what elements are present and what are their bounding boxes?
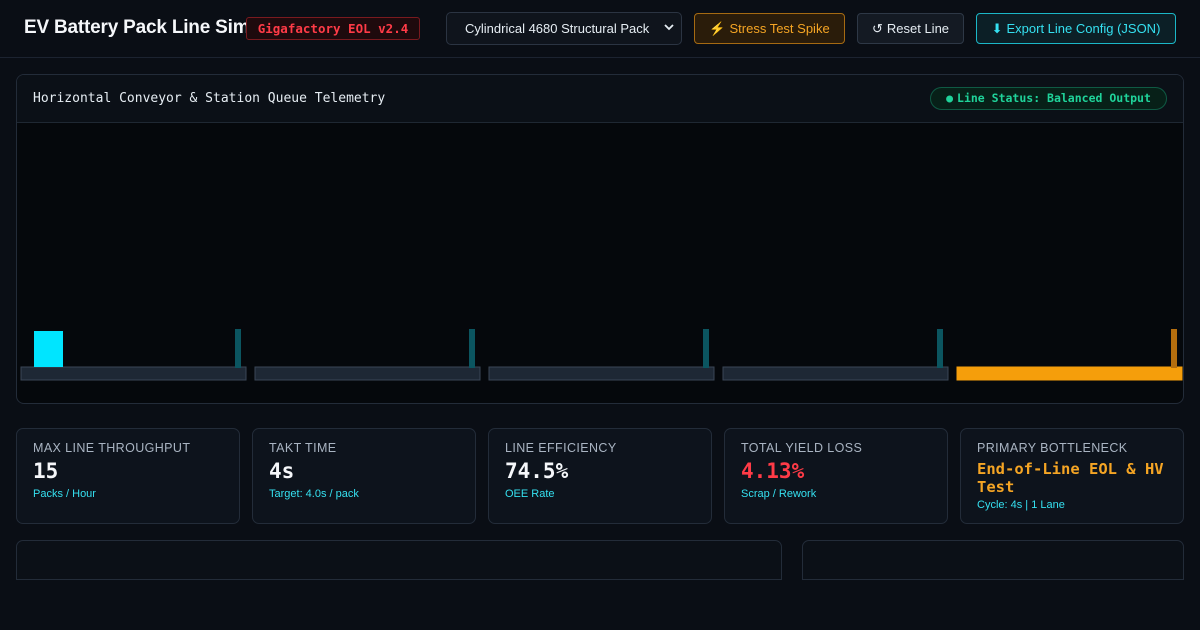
battery-pack-1 — [34, 331, 63, 367]
reset-line-button[interactable]: ↺ Reset Line — [857, 13, 964, 44]
station-gate-4 — [937, 329, 943, 368]
telemetry-title: Horizontal Conveyor & Station Queue Tele… — [33, 91, 386, 106]
conveyor-segment-4 — [722, 366, 949, 381]
conveyor-segment-3 — [488, 366, 715, 381]
export-config-button[interactable]: ⬇ Export Line Config (JSON) — [976, 13, 1176, 44]
kpi-card-bottleneck: Primary Bottleneck End-of-Line EOL & HV … — [960, 428, 1184, 524]
conveyor-segment-2 — [254, 366, 481, 381]
stress-test-label: Stress Test Spike — [729, 21, 830, 36]
kpi-label: Takt Time — [269, 441, 337, 455]
export-config-label: Export Line Config (JSON) — [1006, 21, 1161, 36]
lower-right-panel — [802, 540, 1184, 580]
kpi-value: 4.13% — [741, 459, 805, 483]
pack-type-selected-value: Cylindrical 4680 Structural Pack — [465, 21, 650, 36]
reset-line-label: Reset Line — [886, 21, 950, 36]
kpi-card-yield-loss: Total Yield Loss 4.13% Scrap / Rework — [724, 428, 948, 524]
kpi-sub: OEE Rate — [505, 488, 555, 500]
line-status-label: Line Status: Balanced Output — [957, 91, 1151, 105]
kpi-label: Total Yield Loss — [741, 441, 863, 455]
station-gate-3 — [703, 329, 709, 368]
status-dot-icon: ● — [946, 91, 954, 105]
reset-icon: ↺ — [871, 21, 883, 36]
version-badge: Gigafactory EOL v2.4 — [246, 17, 420, 40]
station-gate-5 — [1171, 329, 1177, 368]
kpi-card-efficiency: Line Efficiency 74.5% OEE Rate — [488, 428, 712, 524]
kpi-value: 15 — [33, 459, 59, 483]
kpi-sub: Packs / Hour — [33, 488, 96, 500]
telemetry-panel: Horizontal Conveyor & Station Queue Tele… — [16, 74, 1184, 404]
kpi-label: Max Line Throughput — [33, 441, 191, 455]
kpi-sub: Cycle: 4s | 1 Lane — [977, 499, 1065, 511]
lightning-icon: ⚡ — [709, 21, 726, 36]
kpi-sub: Target: 4.0s / pack — [269, 488, 359, 500]
kpi-card-takt-time: Takt Time 4s Target: 4.0s / pack — [252, 428, 476, 524]
chevron-down-icon — [664, 24, 674, 31]
kpi-label: Primary Bottleneck — [977, 441, 1128, 455]
kpi-value: 4s — [269, 459, 295, 483]
kpi-card-throughput: Max Line Throughput 15 Packs / Hour — [16, 428, 240, 524]
app-title: EV Battery Pack Line Sim — [24, 17, 250, 38]
conveyor-canvas — [20, 329, 1183, 381]
conveyor-segment-1 — [20, 366, 247, 381]
kpi-label: Line Efficiency — [505, 441, 617, 455]
stress-test-button[interactable]: ⚡ Stress Test Spike — [694, 13, 845, 44]
station-gate-1 — [235, 329, 241, 368]
pack-type-select[interactable]: Cylindrical 4680 Structural Pack — [446, 12, 682, 45]
line-status-badge: ● Line Status: Balanced Output — [930, 87, 1167, 110]
telemetry-panel-header: Horizontal Conveyor & Station Queue Tele… — [17, 75, 1183, 123]
app-header: EV Battery Pack Line Sim Gigafactory EOL… — [0, 0, 1200, 58]
kpi-sub: Scrap / Rework — [741, 488, 817, 500]
kpi-value: 74.5% — [505, 459, 569, 483]
station-gate-2 — [469, 329, 475, 368]
download-icon: ⬇ — [991, 21, 1003, 36]
kpi-value: End-of-Line EOL & HV Test — [977, 460, 1164, 496]
lower-left-panel — [16, 540, 782, 580]
conveyor-segment-5 — [956, 366, 1183, 381]
